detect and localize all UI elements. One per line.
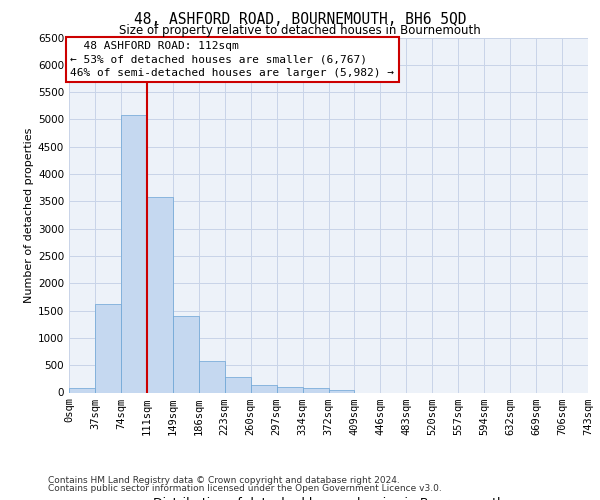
Text: 48 ASHFORD ROAD: 112sqm
← 53% of detached houses are smaller (6,767)
46% of semi: 48 ASHFORD ROAD: 112sqm ← 53% of detache…: [70, 42, 394, 78]
Bar: [225, 376, 251, 392]
Text: 48, ASHFORD ROAD, BOURNEMOUTH, BH6 5QD: 48, ASHFORD ROAD, BOURNEMOUTH, BH6 5QD: [134, 12, 466, 28]
Bar: [277, 387, 302, 392]
Bar: [329, 390, 355, 392]
Text: Size of property relative to detached houses in Bournemouth: Size of property relative to detached ho…: [119, 24, 481, 37]
Bar: [69, 388, 95, 392]
Bar: [199, 361, 224, 392]
X-axis label: Distribution of detached houses by size in Bournemouth: Distribution of detached houses by size …: [152, 498, 505, 500]
Bar: [173, 316, 199, 392]
Bar: [95, 304, 121, 392]
Bar: [302, 388, 329, 392]
Bar: [251, 384, 277, 392]
Y-axis label: Number of detached properties: Number of detached properties: [24, 128, 34, 302]
Text: Contains public sector information licensed under the Open Government Licence v3: Contains public sector information licen…: [48, 484, 442, 493]
Bar: [147, 197, 173, 392]
Bar: [121, 116, 147, 392]
Text: Contains HM Land Registry data © Crown copyright and database right 2024.: Contains HM Land Registry data © Crown c…: [48, 476, 400, 485]
